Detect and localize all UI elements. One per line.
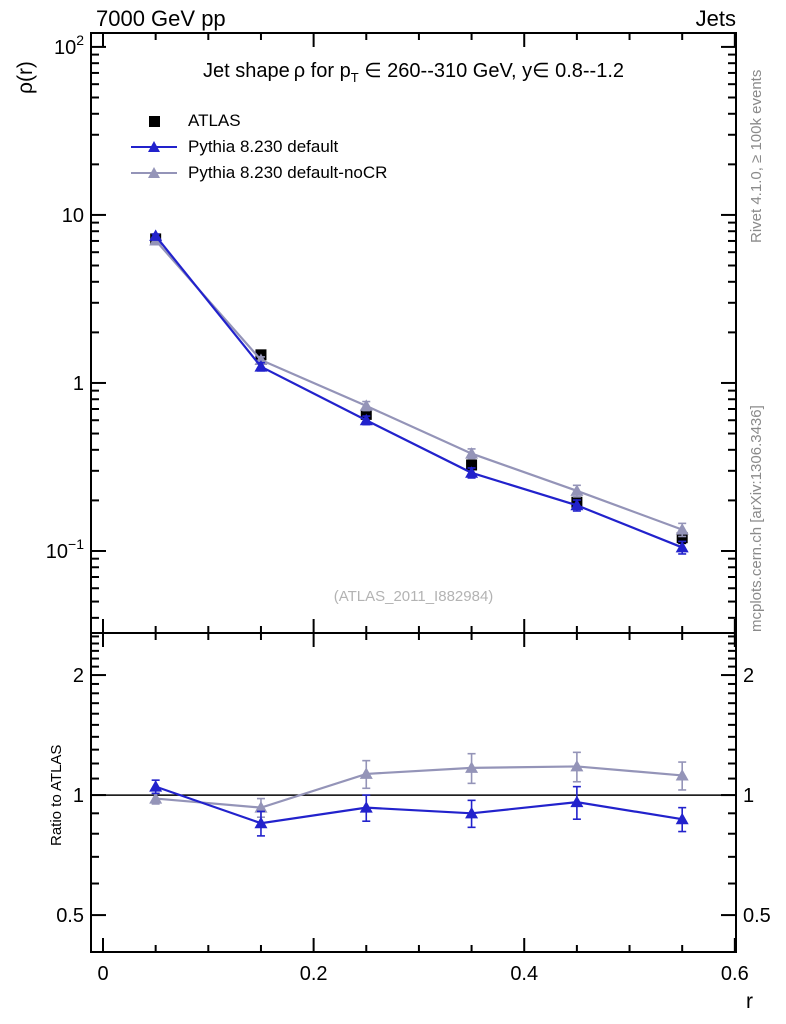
plot-title-text-2: ∈ 260--310 GeV, y∈ 0.8--1.2 bbox=[358, 60, 624, 82]
svg-text:102: 102 bbox=[54, 32, 84, 59]
svg-text:1: 1 bbox=[73, 373, 84, 395]
series-pythia-8-230-default-nocr-atlas bbox=[149, 751, 689, 819]
svg-text:0.6: 0.6 bbox=[721, 963, 749, 985]
x-axis-label: r bbox=[746, 990, 753, 1013]
svg-text:0.5: 0.5 bbox=[743, 905, 771, 927]
panel-main: 102 10 1 10−1 bbox=[46, 32, 737, 634]
legend-label: ATLAS bbox=[188, 111, 241, 130]
legend: ATLAS Pythia 8.230 default Pythia 8.230 … bbox=[128, 108, 387, 186]
series-pythia-8-230-default bbox=[149, 229, 689, 555]
legend-item-pythia-nocr: Pythia 8.230 default-noCR bbox=[128, 160, 387, 186]
series-atlas bbox=[150, 233, 688, 545]
svg-text:1: 1 bbox=[743, 785, 754, 807]
svg-text:1: 1 bbox=[73, 785, 84, 807]
analysis-id-watermark: (ATLAS_2011_I882984) bbox=[333, 588, 494, 605]
rivet-version-note: Rivet 4.1.0, ≥ 100k events bbox=[748, 69, 765, 243]
analysis-group-label: Jets bbox=[695, 6, 736, 31]
svg-text:10−1: 10−1 bbox=[46, 536, 84, 563]
legend-item-pythia-default: Pythia 8.230 default bbox=[128, 134, 387, 160]
svg-text:2: 2 bbox=[73, 665, 84, 687]
svg-text:0.5: 0.5 bbox=[56, 905, 84, 927]
atlas-square-marker-icon bbox=[128, 114, 180, 128]
y-axis-label-main: ρ(r) bbox=[14, 61, 37, 94]
gray-triangle-line-marker-icon bbox=[128, 166, 180, 180]
beam-label: 7000 GeV pp bbox=[96, 6, 226, 31]
plot-title-text: Jet shape ρ for p bbox=[203, 60, 351, 82]
svg-text:2: 2 bbox=[743, 665, 754, 687]
series-pythia-8-230-default-nocr bbox=[149, 233, 689, 538]
svg-text:10: 10 bbox=[62, 205, 84, 227]
y-axis-label-ratio: Ratio to ATLAS bbox=[48, 744, 65, 846]
plot-title: Jet shape ρ for pT ∈ 260--310 GeV, y∈ 0.… bbox=[91, 58, 736, 85]
svg-text:0.2: 0.2 bbox=[300, 963, 328, 985]
panel-ratio: 2 2 1 1 0.5 0.5 bbox=[56, 632, 771, 953]
series-pythia-8-230-default-atlas bbox=[149, 779, 689, 837]
blue-triangle-line-marker-icon bbox=[128, 140, 180, 154]
legend-label: Pythia 8.230 default bbox=[188, 137, 339, 156]
svg-text:0.4: 0.4 bbox=[510, 963, 538, 985]
svg-text:0: 0 bbox=[97, 963, 108, 985]
legend-label: Pythia 8.230 default-noCR bbox=[188, 163, 388, 182]
legend-item-atlas: ATLAS bbox=[128, 108, 387, 134]
mcplots-source-note: mcplots.cern.ch [arXiv:1306.3436] bbox=[748, 405, 765, 632]
plot-title-subscript: T bbox=[350, 70, 359, 85]
